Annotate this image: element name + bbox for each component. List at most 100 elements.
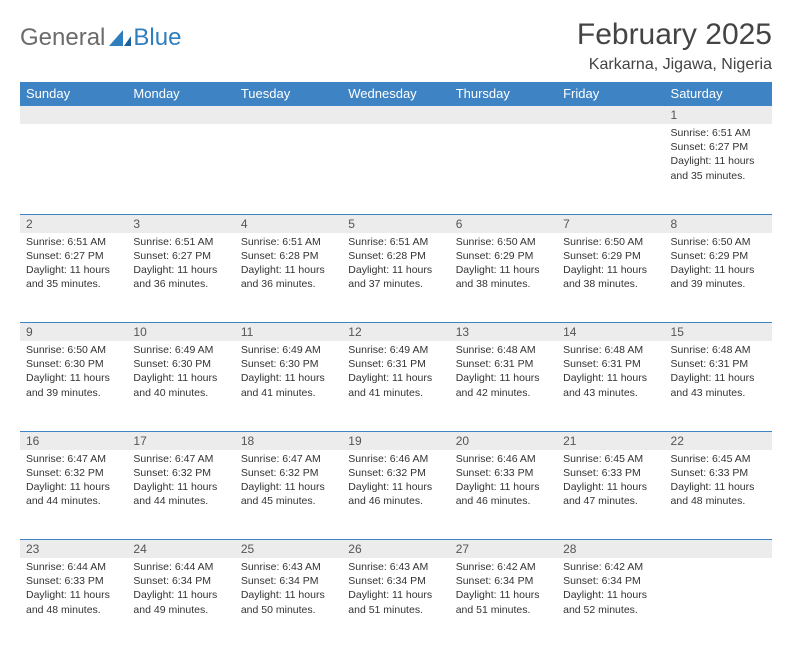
day-number: 9 bbox=[20, 323, 127, 341]
daylight-text: Daylight: 11 hours and 37 minutes. bbox=[348, 263, 443, 291]
day-cell-body: Sunrise: 6:49 AMSunset: 6:30 PMDaylight:… bbox=[235, 341, 342, 406]
week-daynum-row: 232425262728 bbox=[20, 540, 772, 559]
day-cell: Sunrise: 6:51 AMSunset: 6:27 PMDaylight:… bbox=[20, 233, 127, 323]
day-cell-body: Sunrise: 6:50 AMSunset: 6:30 PMDaylight:… bbox=[20, 341, 127, 406]
day-cell-body bbox=[342, 124, 449, 132]
day-header-row: Sunday Monday Tuesday Wednesday Thursday… bbox=[20, 82, 772, 106]
sunset-text: Sunset: 6:28 PM bbox=[241, 249, 336, 263]
week-body-row: Sunrise: 6:47 AMSunset: 6:32 PMDaylight:… bbox=[20, 450, 772, 540]
day-number: 23 bbox=[20, 540, 127, 558]
day-cell-header: 22 bbox=[665, 431, 772, 450]
sunrise-text: Sunrise: 6:49 AM bbox=[133, 343, 228, 357]
day-number bbox=[665, 540, 772, 558]
sunrise-text: Sunrise: 6:51 AM bbox=[133, 235, 228, 249]
sunset-text: Sunset: 6:34 PM bbox=[456, 574, 551, 588]
day-header: Saturday bbox=[665, 82, 772, 106]
day-cell-body: Sunrise: 6:49 AMSunset: 6:31 PMDaylight:… bbox=[342, 341, 449, 406]
sunrise-text: Sunrise: 6:46 AM bbox=[348, 452, 443, 466]
day-cell-header: 27 bbox=[450, 540, 557, 559]
logo-text-blue: Blue bbox=[133, 24, 181, 52]
day-number: 5 bbox=[342, 215, 449, 233]
sunset-text: Sunset: 6:31 PM bbox=[456, 357, 551, 371]
day-cell-body: Sunrise: 6:44 AMSunset: 6:34 PMDaylight:… bbox=[127, 558, 234, 623]
day-cell-body: Sunrise: 6:42 AMSunset: 6:34 PMDaylight:… bbox=[450, 558, 557, 623]
day-number: 26 bbox=[342, 540, 449, 558]
day-cell-body: Sunrise: 6:50 AMSunset: 6:29 PMDaylight:… bbox=[665, 233, 772, 298]
day-cell-body bbox=[557, 124, 664, 132]
sunrise-text: Sunrise: 6:42 AM bbox=[563, 560, 658, 574]
day-cell-header: 8 bbox=[665, 214, 772, 233]
sunrise-text: Sunrise: 6:51 AM bbox=[671, 126, 766, 140]
day-number: 27 bbox=[450, 540, 557, 558]
sunset-text: Sunset: 6:29 PM bbox=[456, 249, 551, 263]
day-cell-body: Sunrise: 6:51 AMSunset: 6:28 PMDaylight:… bbox=[235, 233, 342, 298]
day-cell bbox=[127, 124, 234, 214]
sunset-text: Sunset: 6:30 PM bbox=[241, 357, 336, 371]
day-cell-body: Sunrise: 6:51 AMSunset: 6:27 PMDaylight:… bbox=[127, 233, 234, 298]
calendar-table: Sunday Monday Tuesday Wednesday Thursday… bbox=[20, 82, 772, 648]
daylight-text: Daylight: 11 hours and 44 minutes. bbox=[133, 480, 228, 508]
sunset-text: Sunset: 6:33 PM bbox=[563, 466, 658, 480]
daylight-text: Daylight: 11 hours and 51 minutes. bbox=[456, 588, 551, 616]
daylight-text: Daylight: 11 hours and 41 minutes. bbox=[348, 371, 443, 399]
sunrise-text: Sunrise: 6:51 AM bbox=[26, 235, 121, 249]
day-cell-body: Sunrise: 6:48 AMSunset: 6:31 PMDaylight:… bbox=[557, 341, 664, 406]
day-header: Wednesday bbox=[342, 82, 449, 106]
sunset-text: Sunset: 6:29 PM bbox=[671, 249, 766, 263]
day-cell-body: Sunrise: 6:45 AMSunset: 6:33 PMDaylight:… bbox=[557, 450, 664, 515]
day-number: 12 bbox=[342, 323, 449, 341]
day-cell-body: Sunrise: 6:42 AMSunset: 6:34 PMDaylight:… bbox=[557, 558, 664, 623]
week-daynum-row: 1 bbox=[20, 106, 772, 125]
day-cell bbox=[665, 558, 772, 648]
day-cell bbox=[450, 124, 557, 214]
sunrise-text: Sunrise: 6:50 AM bbox=[456, 235, 551, 249]
day-cell-body bbox=[450, 124, 557, 132]
daylight-text: Daylight: 11 hours and 47 minutes. bbox=[563, 480, 658, 508]
sunrise-text: Sunrise: 6:47 AM bbox=[133, 452, 228, 466]
sunrise-text: Sunrise: 6:43 AM bbox=[241, 560, 336, 574]
sunrise-text: Sunrise: 6:50 AM bbox=[671, 235, 766, 249]
day-number: 18 bbox=[235, 432, 342, 450]
day-cell-body: Sunrise: 6:43 AMSunset: 6:34 PMDaylight:… bbox=[342, 558, 449, 623]
day-cell bbox=[342, 124, 449, 214]
day-cell-header: 23 bbox=[20, 540, 127, 559]
day-number: 7 bbox=[557, 215, 664, 233]
sunrise-text: Sunrise: 6:47 AM bbox=[26, 452, 121, 466]
day-number bbox=[20, 106, 127, 124]
day-number: 21 bbox=[557, 432, 664, 450]
day-cell bbox=[235, 124, 342, 214]
daylight-text: Daylight: 11 hours and 40 minutes. bbox=[133, 371, 228, 399]
sunset-text: Sunset: 6:34 PM bbox=[348, 574, 443, 588]
daylight-text: Daylight: 11 hours and 50 minutes. bbox=[241, 588, 336, 616]
day-cell-header: 7 bbox=[557, 214, 664, 233]
sunset-text: Sunset: 6:28 PM bbox=[348, 249, 443, 263]
sunrise-text: Sunrise: 6:48 AM bbox=[671, 343, 766, 357]
day-number: 28 bbox=[557, 540, 664, 558]
day-cell-header: 11 bbox=[235, 323, 342, 342]
day-cell-header: 1 bbox=[665, 106, 772, 125]
sunrise-text: Sunrise: 6:46 AM bbox=[456, 452, 551, 466]
day-header: Monday bbox=[127, 82, 234, 106]
day-cell-body: Sunrise: 6:45 AMSunset: 6:33 PMDaylight:… bbox=[665, 450, 772, 515]
sunset-text: Sunset: 6:30 PM bbox=[26, 357, 121, 371]
day-number: 14 bbox=[557, 323, 664, 341]
sunset-text: Sunset: 6:34 PM bbox=[563, 574, 658, 588]
day-cell-body: Sunrise: 6:51 AMSunset: 6:27 PMDaylight:… bbox=[20, 233, 127, 298]
sunset-text: Sunset: 6:31 PM bbox=[563, 357, 658, 371]
day-cell-header: 24 bbox=[127, 540, 234, 559]
daylight-text: Daylight: 11 hours and 48 minutes. bbox=[671, 480, 766, 508]
day-number bbox=[342, 106, 449, 124]
day-cell bbox=[557, 124, 664, 214]
day-cell: Sunrise: 6:46 AMSunset: 6:32 PMDaylight:… bbox=[342, 450, 449, 540]
day-number: 15 bbox=[665, 323, 772, 341]
week-daynum-row: 16171819202122 bbox=[20, 431, 772, 450]
day-number: 22 bbox=[665, 432, 772, 450]
day-cell-body bbox=[20, 124, 127, 132]
day-header: Tuesday bbox=[235, 82, 342, 106]
sunrise-text: Sunrise: 6:44 AM bbox=[26, 560, 121, 574]
day-number bbox=[235, 106, 342, 124]
day-number bbox=[557, 106, 664, 124]
day-cell: Sunrise: 6:47 AMSunset: 6:32 PMDaylight:… bbox=[20, 450, 127, 540]
day-cell-header: 13 bbox=[450, 323, 557, 342]
sunset-text: Sunset: 6:33 PM bbox=[671, 466, 766, 480]
